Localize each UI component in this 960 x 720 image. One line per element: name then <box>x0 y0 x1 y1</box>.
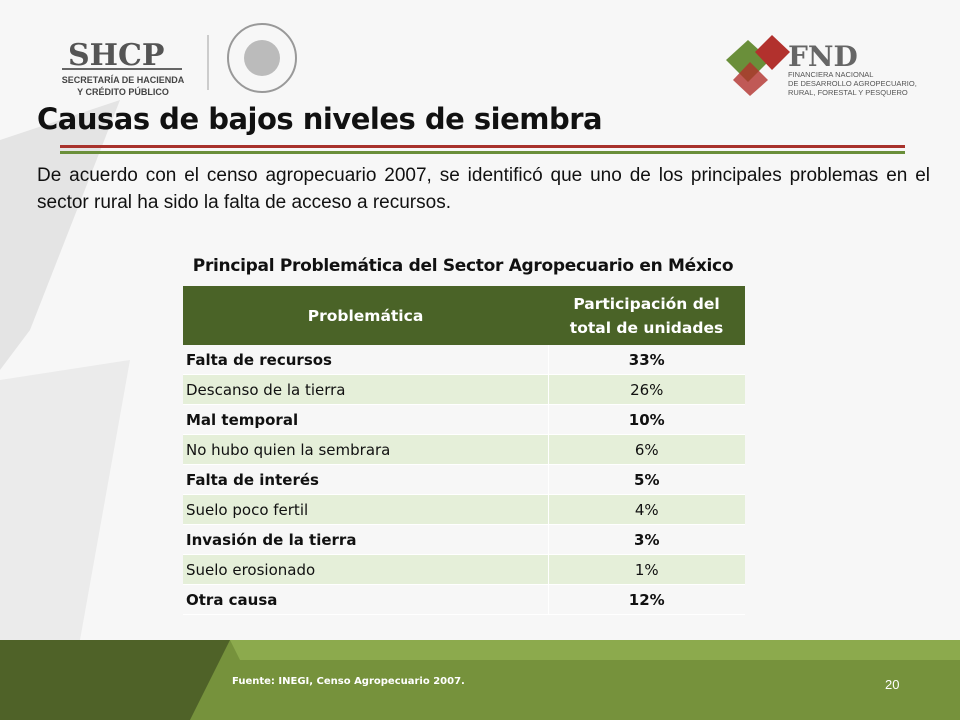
table-row: Descanso de la tierra 26% <box>183 374 745 405</box>
table-title: Principal Problemática del Sector Agrope… <box>192 256 734 276</box>
table-row: No hubo quien la sembrara 6% <box>183 434 745 465</box>
paragraph: De acuerdo con el censo agropecuario 200… <box>37 165 930 213</box>
problem-cell: Suelo erosionado <box>183 554 548 585</box>
column-header: Problemática <box>183 286 548 345</box>
table-row: Falta de interés 5% <box>183 464 745 495</box>
share-cell: 33% <box>547 345 745 375</box>
problem-cell: Mal temporal <box>183 404 548 435</box>
share-cell: 6% <box>547 434 745 465</box>
table-row: Invasión de la tierra 3% <box>183 524 745 555</box>
logo-text: FND <box>788 40 858 73</box>
table-row: Suelo poco fertil 4% <box>183 494 745 525</box>
page-number: 20 <box>885 677 900 692</box>
share-cell: 10% <box>547 404 745 435</box>
table: Problemática Participación del total de … <box>183 286 745 615</box>
table-body: Falta de recursos 33% Descanso de la tierr… <box>183 345 745 615</box>
header-row: Problemática Participación del total de … <box>183 286 745 345</box>
logo-line: DE DESARROLLO AGROPECUARIO, <box>788 79 917 88</box>
problem-cell: Otra causa <box>183 584 548 615</box>
problem-cell: Descanso de la tierra <box>183 374 548 405</box>
share-cell: 1% <box>547 554 745 585</box>
table-row: Otra causa 12% <box>183 584 745 615</box>
logo-caption: SECRETARÍA DE HACIENDA Y CRÉDITO PÚBLICO <box>58 74 188 98</box>
problem-cell: Falta de recursos <box>183 345 548 375</box>
table-row: Falta de recursos 33% <box>183 345 745 375</box>
logo-caption: FINANCIERA NACIONAL DE DESARROLLO AGROPE… <box>788 70 917 97</box>
share-cell: 3% <box>547 524 745 555</box>
table-row: Mal temporal 10% <box>183 404 745 435</box>
source: Fuente: INEGI, Censo Agropecuario 2007. <box>232 676 465 687</box>
logo-text: SHCP <box>68 38 165 73</box>
share-cell: 4% <box>547 494 745 525</box>
logo-line: RURAL, FORESTAL Y PESQUERO <box>788 88 908 97</box>
table-row: Suelo erosionado 1% <box>183 554 745 585</box>
logo-line: FINANCIERA NACIONAL <box>788 70 874 79</box>
title: Causas de bajos niveles de siembra <box>37 102 603 136</box>
share-cell: 12% <box>547 584 745 615</box>
problem-cell: No hubo quien la sembrara <box>183 434 548 465</box>
problem-cell: Suelo poco fertil <box>183 494 548 525</box>
column-header: Participación del total de unidades <box>548 286 745 345</box>
logo-line: SECRETARÍA DE HACIENDA <box>61 75 185 85</box>
logo-line: Y CRÉDITO PÚBLICO <box>77 87 169 97</box>
problem-cell: Falta de interés <box>183 464 548 495</box>
share-cell: 5% <box>547 464 745 495</box>
share-cell: 26% <box>547 374 745 405</box>
problem-cell: Invasión de la tierra <box>183 524 548 555</box>
